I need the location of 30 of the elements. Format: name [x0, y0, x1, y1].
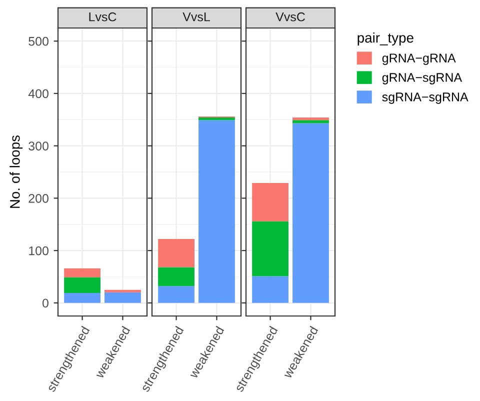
legend-label: gRNA−gRNA [382, 54, 456, 65]
bar [292, 123, 329, 303]
bar [292, 120, 329, 124]
bar [158, 286, 194, 303]
bar [64, 292, 100, 303]
bar [292, 118, 329, 120]
legend-label: sgRNA−sgRNA [382, 92, 468, 104]
chart-title: VvsL [182, 12, 210, 22]
y-tick-label: 300 [28, 142, 48, 150]
bar [252, 221, 288, 276]
bar [198, 118, 235, 120]
y-tick-label: 200 [28, 194, 48, 203]
bar [198, 120, 235, 303]
bar [104, 292, 141, 303]
y-axis-title: No. of loops [10, 135, 23, 208]
bar [158, 267, 194, 286]
y-tick-label: 100 [29, 246, 48, 256]
bar [252, 182, 288, 222]
chart-title: LvsC [89, 12, 116, 22]
bar [252, 276, 288, 303]
bar [64, 268, 100, 278]
y-tick-label: 500 [28, 36, 48, 46]
y-tick-label: 0 [42, 298, 48, 308]
chart-title: VvsC [276, 12, 305, 22]
bar [158, 239, 194, 268]
y-tick-label: 400 [28, 89, 48, 98]
bar [104, 290, 141, 292]
legend-title: pair_type [358, 32, 414, 46]
legend-label: gRNA−sgRNA [382, 73, 462, 84]
bar [64, 277, 100, 293]
